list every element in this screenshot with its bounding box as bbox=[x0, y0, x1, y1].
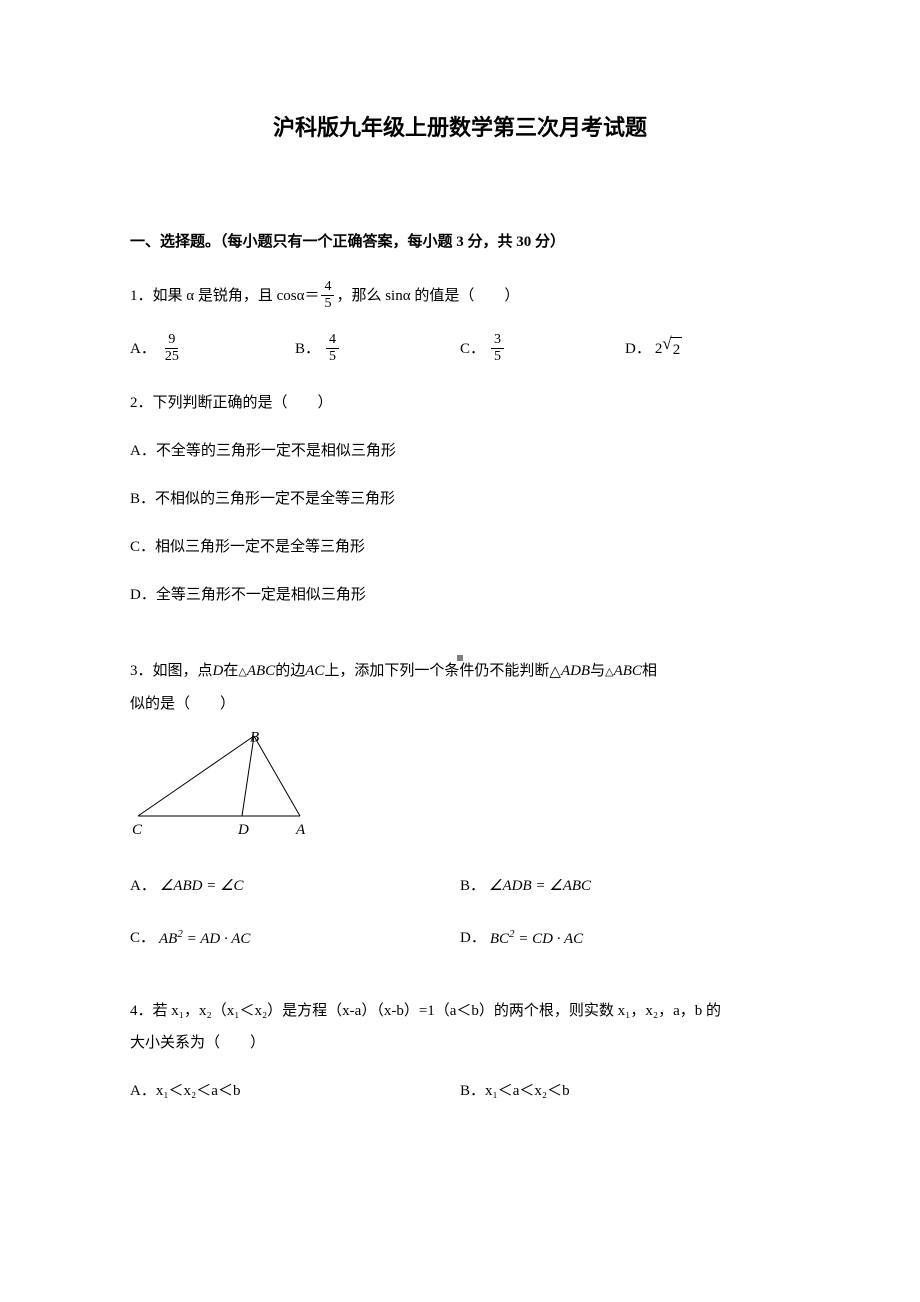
q4-line1: 4．若 x₁，x₂（x₁＜x₂）是方程（x-a）（x-b）=1（a＜b）的两个根… bbox=[130, 997, 790, 1026]
q3-optC-label: C． bbox=[130, 926, 155, 950]
q1-optA-den: 25 bbox=[162, 349, 182, 365]
q3-optD-expr: BC2 = CD · AC bbox=[490, 926, 583, 951]
q4-opt-a: A．x₁＜x₂＜a＜b bbox=[130, 1079, 460, 1103]
q3-optC-AD: AD bbox=[200, 931, 220, 947]
q3-opt-a: A． ∠ABD = ∠C bbox=[130, 874, 460, 898]
triangle-diagram: C D A B bbox=[130, 730, 330, 842]
q1-optC-den: 5 bbox=[491, 349, 504, 365]
q1-frac-num: 4 bbox=[321, 279, 334, 296]
question-1: 1．如果 α 是锐角，且 cosα＝ 4 5 ，那么 sinα 的值是（ ） A… bbox=[130, 279, 790, 365]
q3-optB-label: B． bbox=[460, 874, 485, 898]
q3-p6: 相 bbox=[642, 657, 657, 686]
q2-options: A．不全等的三角形一定不是相似三角形 B．不相似的三角形一定不是全等三角形 C．… bbox=[130, 439, 790, 631]
q1-optC-frac: 3 5 bbox=[491, 332, 504, 365]
section-header: 一、选择题。（每小题只有一个正确答案，每小题 3 分，共 30 分） bbox=[130, 230, 790, 251]
q1-prefix: 1．如果 α 是锐角，且 cosα＝ bbox=[130, 284, 319, 308]
q3-opt-c: C． AB2 = AD · AC bbox=[130, 926, 460, 951]
q3-optD-eq: = bbox=[518, 931, 532, 947]
q1-optD-sqrt: √ 2 bbox=[662, 335, 682, 362]
q1-opt-c: C． 3 5 bbox=[460, 332, 625, 365]
q3-line2: 似的是（ ） bbox=[130, 692, 790, 716]
q1-optB-num: 4 bbox=[326, 332, 339, 349]
document-title: 沪科版九年级上册数学第三次月考试题 bbox=[130, 110, 790, 142]
q3-optD-AC: AC bbox=[564, 931, 583, 947]
q1-optA-label: A． bbox=[130, 337, 156, 361]
triangle-symbol-1: △ bbox=[238, 662, 246, 683]
q3-p4: 上，添加下列一个条件仍不能判断 bbox=[324, 657, 549, 686]
q1-optB-label: B． bbox=[295, 337, 320, 361]
question-4: 4．若 x₁，x₂（x₁＜x₂）是方程（x-a）（x-b）=1（a＜b）的两个根… bbox=[130, 997, 790, 1124]
q3-optC-AB: AB bbox=[159, 931, 177, 947]
q3-p2: 在 bbox=[223, 657, 238, 686]
q3-AC: AC bbox=[305, 657, 324, 686]
question-3: 3．如图，点 D 在 △ ABC 的边 AC 上，添加下列一个条件仍不能判断 △… bbox=[130, 657, 790, 971]
q3-p5: 与 bbox=[590, 657, 605, 686]
q2-text: 2．下列判断正确的是（ ） bbox=[130, 391, 790, 415]
q3-optD-BC: BC bbox=[490, 931, 509, 947]
triangle-symbol-3: △ bbox=[605, 662, 613, 683]
label-B: B bbox=[250, 730, 259, 746]
q2-opt-d: D．全等三角形不一定是相似三角形 bbox=[130, 583, 790, 607]
q3-optA-label: A． bbox=[130, 874, 156, 898]
square-icon bbox=[457, 655, 463, 661]
center-mark bbox=[454, 649, 466, 667]
q3-p1: 3．如图，点 bbox=[130, 657, 213, 686]
label-A: A bbox=[295, 822, 306, 838]
q3-D: D bbox=[213, 657, 224, 686]
q1-opt-d: D． 2 √ 2 bbox=[625, 332, 790, 365]
q1-optB-frac: 4 5 bbox=[326, 332, 339, 365]
q3-options-row2: C． AB2 = AD · AC D． BC2 = CD · AC bbox=[130, 926, 790, 971]
q1-optD-prefix: 2 bbox=[655, 337, 663, 361]
q3-p3: 的边 bbox=[275, 657, 305, 686]
triangle-symbol-2: △ bbox=[549, 658, 561, 687]
question-2: 2．下列判断正确的是（ ） A．不全等的三角形一定不是相似三角形 B．不相似的三… bbox=[130, 391, 790, 631]
q3-optD-dot: · bbox=[557, 931, 561, 947]
q3-optB-text: ∠ADB = ∠ABC bbox=[489, 874, 591, 898]
q1-optC-num: 3 bbox=[491, 332, 504, 349]
q1-optD-label: D． bbox=[625, 337, 651, 361]
q2-opt-a: A．不全等的三角形一定不是相似三角形 bbox=[130, 439, 790, 463]
q2-opt-c: C．相似三角形一定不是全等三角形 bbox=[130, 535, 790, 559]
q1-frac-den: 5 bbox=[321, 296, 334, 312]
q3-optC-sq: 2 bbox=[177, 928, 183, 940]
q1-optB-den: 5 bbox=[326, 349, 339, 365]
q2-opt-b: B．不相似的三角形一定不是全等三角形 bbox=[130, 487, 790, 511]
q4-opt-b: B．x₁＜a＜x₂＜b bbox=[460, 1079, 790, 1103]
q1-opt-a: A． 9 25 bbox=[130, 332, 295, 365]
line-CB bbox=[138, 736, 254, 816]
q4-options: A．x₁＜x₂＜a＜b B．x₁＜a＜x₂＜b bbox=[130, 1079, 790, 1123]
q3-optA-text: ∠ABD = ∠C bbox=[160, 874, 244, 898]
label-D: D bbox=[237, 822, 249, 838]
q1-options: A． 9 25 B． 4 5 C． 3 5 D． 2 √ 2 bbox=[130, 332, 790, 365]
line-BD bbox=[242, 736, 254, 816]
q3-opt-d: D． BC2 = CD · AC bbox=[460, 926, 790, 951]
q3-optC-AC: AC bbox=[231, 931, 250, 947]
q1-optA-frac: 9 25 bbox=[162, 332, 182, 365]
label-C: C bbox=[132, 822, 143, 838]
q1-optC-label: C． bbox=[460, 337, 485, 361]
q3-ABC2: ABC bbox=[614, 657, 642, 686]
q3-opt-b: B． ∠ADB = ∠ABC bbox=[460, 874, 790, 898]
q3-optD-CD: CD bbox=[532, 931, 553, 947]
q3-optC-eq: = bbox=[187, 931, 201, 947]
q3-optC-expr: AB2 = AD · AC bbox=[159, 926, 250, 951]
q3-options-row1: A． ∠ABD = ∠C B． ∠ADB = ∠ABC bbox=[130, 874, 790, 918]
q4-line2: 大小关系为（ ） bbox=[130, 1031, 790, 1055]
q1-suffix: ，那么 sinα 的值是（ ） bbox=[336, 284, 519, 308]
question-1-text: 1．如果 α 是锐角，且 cosα＝ 4 5 ，那么 sinα 的值是（ ） bbox=[130, 279, 790, 312]
q1-fraction: 4 5 bbox=[321, 279, 334, 312]
q3-optC-dot: · bbox=[224, 931, 228, 947]
q3-figure: C D A B bbox=[130, 730, 790, 850]
q1-optD-sqrt-body: 2 bbox=[671, 337, 683, 362]
q3-ADB: ADB bbox=[561, 657, 590, 686]
q3-ABC1: ABC bbox=[247, 657, 275, 686]
q1-opt-b: B． 4 5 bbox=[295, 332, 460, 365]
line-BA bbox=[254, 736, 300, 816]
q1-optA-num: 9 bbox=[165, 332, 178, 349]
q3-optD-label: D． bbox=[460, 926, 486, 950]
q3-optD-sq: 2 bbox=[509, 928, 515, 940]
